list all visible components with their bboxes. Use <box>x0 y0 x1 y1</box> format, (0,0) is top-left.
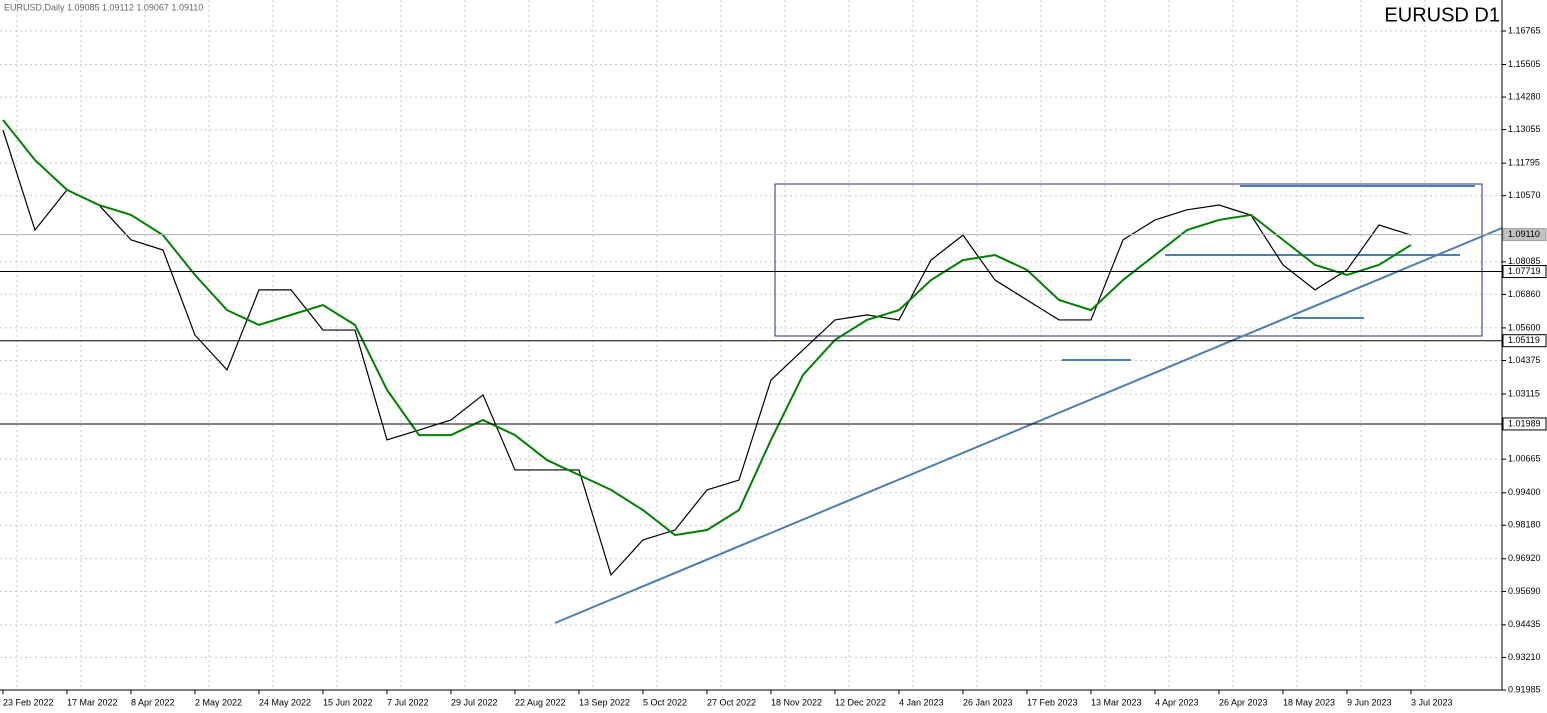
x-tick-label: 24 May 2022 <box>259 697 311 707</box>
bid-label: 1.09110 <box>1508 229 1540 239</box>
x-tick-label: 23 Feb 2022 <box>3 697 54 707</box>
marks <box>0 119 1502 577</box>
x-tick-label: 29 Jul 2022 <box>451 697 498 707</box>
bid-label-box <box>1502 228 1547 242</box>
x-tick-label: 26 Apr 2023 <box>1219 697 1268 707</box>
x-tick-label: 18 Nov 2022 <box>771 697 822 707</box>
x-tick-label: 18 May 2023 <box>1283 697 1335 707</box>
x-tick-label: 13 Mar 2023 <box>1091 697 1142 707</box>
y-tick-label: 0.93210 <box>1508 652 1541 662</box>
x-tick-label: 4 Apr 2023 <box>1155 697 1199 707</box>
level-label: 1.05119 <box>1508 335 1540 345</box>
grid <box>0 0 1502 691</box>
y-tick-label: 1.04375 <box>1508 355 1541 365</box>
labels: 1.16765 1.15505 1.14280 1.13055 1.11795 1.105… <box>2 25 1547 707</box>
level-label: 1.01989 <box>1508 418 1541 428</box>
y-tick-label: 1.05600 <box>1508 322 1541 332</box>
x-tick-label: 12 Dec 2022 <box>835 697 886 707</box>
x-tick-label: 17 Feb 2023 <box>1027 697 1078 707</box>
info-line: EURUSD,Daily 1.09085 1.09112 1.09067 1.0… <box>4 2 203 12</box>
level-label-box <box>1502 334 1547 348</box>
x-tick-label: 26 Jan 2023 <box>963 697 1013 707</box>
x-tick-label: 2 May 2022 <box>195 697 242 707</box>
y-tick-label: 1.08085 <box>1508 256 1541 266</box>
trend-line <box>554 227 1503 624</box>
x-tick-label: 22 Aug 2022 <box>515 697 566 707</box>
y-tick-label: 0.99400 <box>1508 487 1541 497</box>
x-tick-label: 15 Jun 2022 <box>323 697 373 707</box>
level-label: 1.07719 <box>1508 266 1541 276</box>
y-tick-label: 0.98180 <box>1508 520 1541 530</box>
x-tick-label: 5 Oct 2022 <box>643 697 687 707</box>
level-label-box <box>1502 417 1547 431</box>
y-tick-label: 1.15505 <box>1508 59 1541 69</box>
price-line <box>2 119 1412 537</box>
y-tick-label: 0.96920 <box>1508 553 1541 563</box>
x-tick-label: 13 Sep 2022 <box>579 697 630 707</box>
y-tick-label: 1.10570 <box>1508 190 1541 200</box>
x-tick-label: 9 Jun 2023 <box>1347 697 1392 707</box>
price-line <box>2 129 1412 577</box>
x-tick-label: 4 Jan 2023 <box>899 697 944 707</box>
y-tick-label: 0.95690 <box>1508 586 1541 596</box>
y-tick-label: 1.13055 <box>1508 124 1541 134</box>
y-tick-label: 1.03115 <box>1508 388 1540 398</box>
level-label-box <box>1502 265 1547 279</box>
y-tick-label: 1.00665 <box>1508 454 1541 464</box>
x-tick-label: 3 Jul 2023 <box>1411 697 1453 707</box>
x-tick-label: 27 Oct 2022 <box>707 697 756 707</box>
y-tick-label: 1.06860 <box>1508 289 1541 299</box>
x-tick-label: 17 Mar 2022 <box>67 697 118 707</box>
y-tick-label: 1.11795 <box>1508 158 1540 168</box>
chart-title: EURUSD D1 <box>1384 4 1500 26</box>
x-tick-label: 8 Apr 2022 <box>131 697 175 707</box>
y-tick-label: 0.94435 <box>1508 619 1541 629</box>
y-tick-label: 1.16765 <box>1508 25 1541 35</box>
y-tick-label: 0.91985 <box>1508 684 1541 694</box>
y-tick-label: 1.14280 <box>1508 91 1541 101</box>
range-box <box>774 183 1483 337</box>
x-tick-label: 7 Jul 2022 <box>387 697 429 707</box>
